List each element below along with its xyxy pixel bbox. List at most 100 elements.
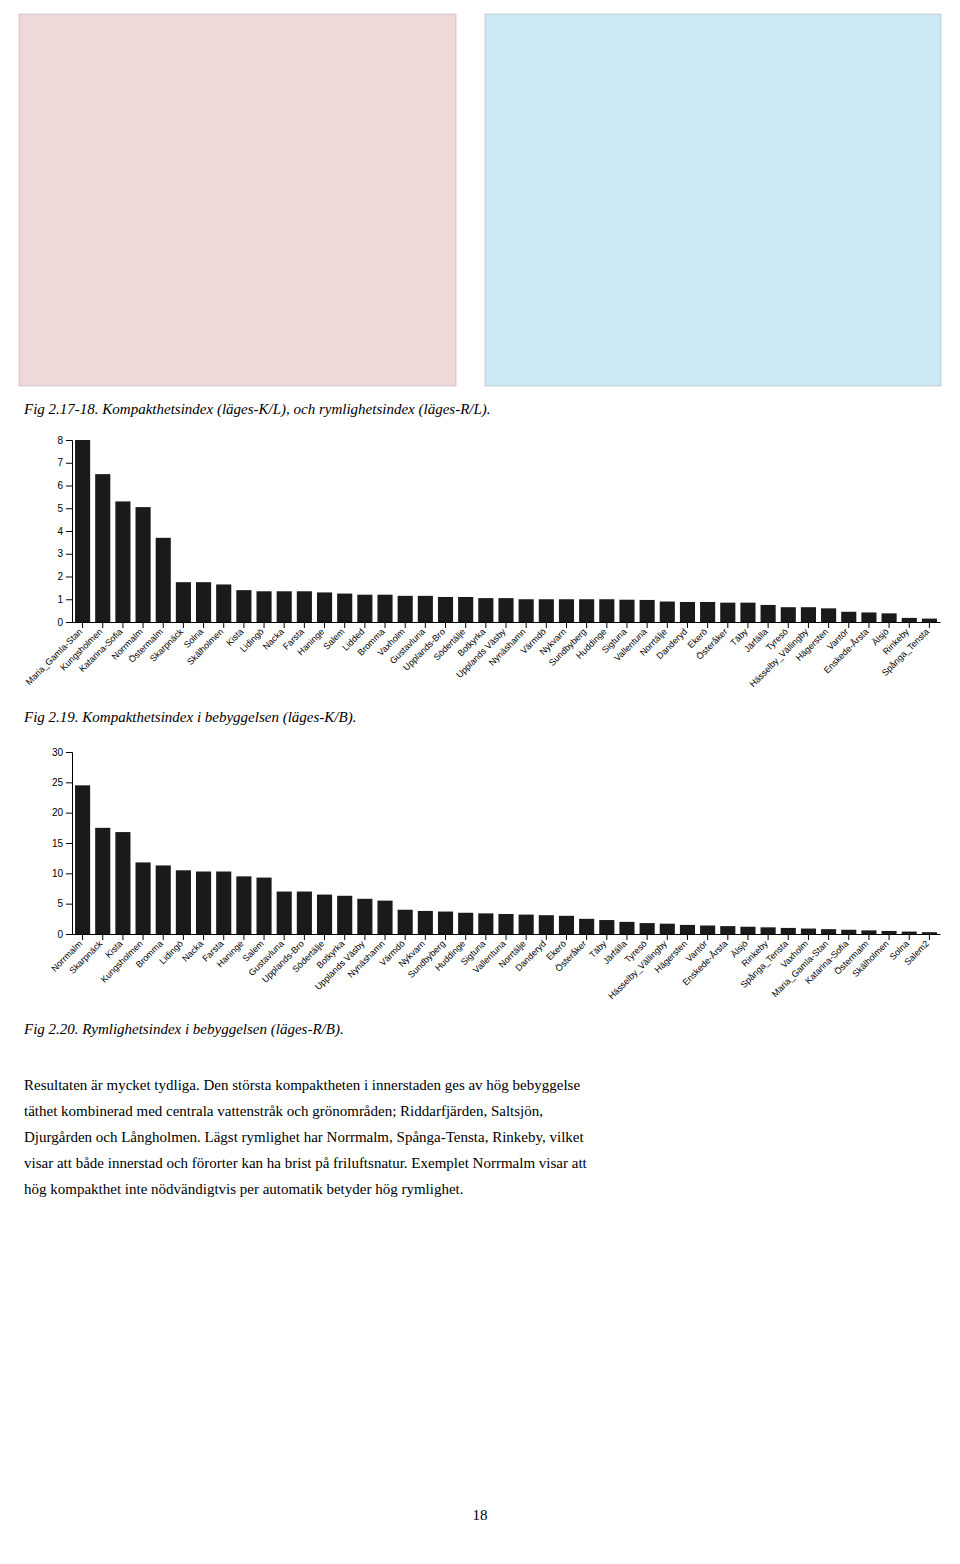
tick-mark — [566, 622, 567, 628]
map-placeholder — [485, 14, 941, 386]
tick-mark — [687, 934, 688, 940]
tick-label: Enskede-Årsta — [681, 939, 730, 988]
tick: 3 — [57, 548, 72, 559]
tick: 8 — [57, 435, 72, 446]
bar — [680, 925, 695, 934]
tick-mark — [324, 934, 325, 940]
bar — [398, 596, 413, 622]
bar — [902, 932, 917, 934]
tick-mark — [143, 934, 144, 940]
tick-mark — [707, 934, 708, 940]
tick-mark — [122, 622, 123, 628]
bar — [559, 916, 574, 934]
tick-mark — [284, 622, 285, 628]
tick: Danderyd — [654, 622, 689, 661]
tick: 5 — [57, 503, 72, 514]
tick-mark — [586, 934, 587, 940]
bar — [297, 591, 312, 622]
bar — [640, 600, 655, 622]
tick-mark — [747, 622, 748, 628]
bar — [256, 878, 271, 934]
bars — [75, 440, 937, 622]
tick-mark — [203, 622, 204, 628]
tick-label: Nacka — [261, 627, 286, 652]
tick-mark — [586, 622, 587, 628]
tick: Bromma — [134, 934, 165, 970]
tick: 0 — [57, 929, 72, 940]
tick-mark — [66, 934, 72, 935]
tick-mark — [768, 934, 769, 940]
tick-mark — [66, 813, 72, 814]
bar — [861, 930, 876, 934]
tick: Salem2 — [902, 934, 931, 967]
tick: Enskede-Årsta — [681, 934, 730, 987]
bars — [75, 785, 937, 934]
tick: 0 — [57, 617, 72, 628]
tick: Nacka — [261, 622, 286, 652]
x-axis: Maria_Gamla-StanKungsholmenKatarina-Sofi… — [24, 622, 941, 689]
bar — [95, 474, 110, 622]
tick-label: Nacka — [180, 939, 205, 964]
bar — [478, 598, 493, 622]
bar — [136, 507, 151, 622]
axis-line — [66, 441, 73, 623]
bar — [922, 619, 937, 622]
tick-mark — [66, 486, 72, 487]
bar — [882, 613, 897, 622]
bar — [418, 596, 433, 622]
bar — [539, 599, 554, 622]
bar — [115, 832, 130, 934]
tick-mark — [304, 622, 305, 628]
tick-mark — [243, 622, 244, 628]
tick-mark — [445, 622, 446, 628]
tick: 20 — [52, 807, 72, 818]
tick-mark — [405, 622, 406, 628]
bar — [539, 915, 554, 934]
tick-label: Salem2 — [902, 939, 931, 968]
tick-mark — [385, 622, 386, 628]
tick-label: Haninge — [295, 627, 326, 658]
bar — [579, 599, 594, 622]
tick-mark — [203, 934, 204, 940]
tick: Nacka — [180, 934, 205, 964]
tick: Danderyd — [513, 934, 548, 973]
tick-mark — [183, 622, 184, 628]
bar — [599, 920, 614, 934]
bar — [801, 929, 816, 934]
bar — [841, 930, 856, 934]
tick-label: Spånga_Tensta — [880, 627, 931, 678]
tick-mark — [385, 934, 386, 940]
bar — [176, 582, 191, 622]
tick-mark — [243, 934, 244, 940]
body-text: Djurgården och Långholmen. Lägst rymligh… — [24, 1129, 584, 1145]
tick-mark — [868, 934, 869, 940]
tick-mark — [526, 934, 527, 940]
tick-mark — [506, 622, 507, 628]
bar — [660, 602, 675, 622]
tick: Järfälla — [742, 622, 770, 654]
bar — [357, 899, 372, 934]
bar — [377, 901, 392, 934]
tick: Skälholmen — [850, 934, 890, 979]
tick-label: 30 — [52, 747, 64, 758]
page-number: 18 — [473, 1507, 488, 1523]
bar — [458, 913, 473, 934]
bar — [640, 923, 655, 934]
tick-mark — [465, 622, 466, 628]
bar — [821, 929, 836, 934]
tick-mark — [828, 934, 829, 940]
tick-mark — [66, 508, 72, 509]
tick-mark — [223, 934, 224, 940]
bar — [216, 584, 231, 622]
bar — [922, 932, 937, 934]
tick-label: 10 — [52, 868, 64, 879]
tick-mark — [82, 934, 83, 940]
tick-mark — [66, 463, 72, 464]
bar — [700, 926, 715, 934]
tick-label: 5 — [57, 898, 63, 909]
tick-mark — [485, 622, 486, 628]
tick-label: 3 — [57, 548, 63, 559]
bar — [821, 608, 836, 622]
bar — [297, 892, 312, 934]
map-placeholder — [19, 14, 456, 386]
